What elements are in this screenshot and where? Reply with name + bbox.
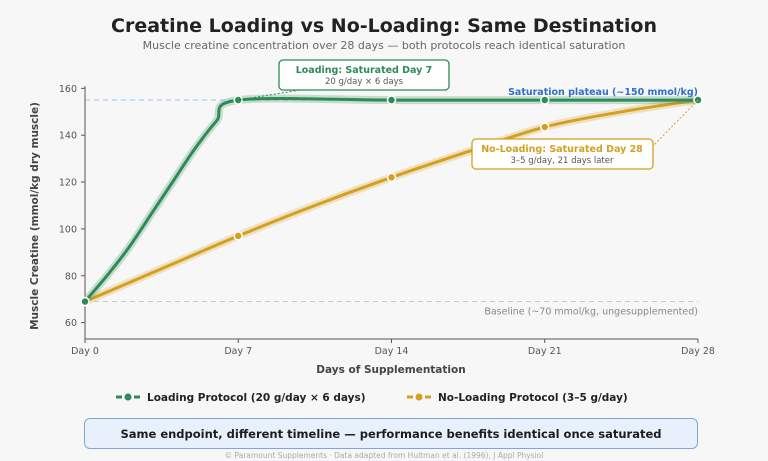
series-glow-loading bbox=[81, 94, 702, 306]
data-point-loading bbox=[80, 296, 90, 307]
data-point-loading bbox=[386, 95, 397, 105]
series-line-loading bbox=[83, 97, 700, 303]
legend-marker-no-loading bbox=[415, 393, 423, 401]
y-tick-label: 120 bbox=[59, 178, 77, 189]
footer-credit: © Paramount Supplements · Data adapted f… bbox=[224, 451, 544, 460]
legend-label-no-loading: No-Loading Protocol (3–5 g/day) bbox=[438, 392, 628, 404]
annotation-box-no-loading bbox=[471, 138, 654, 170]
chart-title: Creatine Loading vs No-Loading: Same Des… bbox=[111, 15, 657, 37]
y-axis-label: Muscle Creatine (mmol/kg dry muscle) bbox=[29, 102, 41, 330]
legend: Loading Protocol (20 g/day × 6 days) No-L… bbox=[116, 392, 628, 404]
y-tick-label: 80 bbox=[65, 271, 77, 282]
legend-label-loading: Loading Protocol (20 g/day × 6 days) bbox=[147, 392, 366, 404]
plateau-label: Saturation plateau (~150 mmol/kg) bbox=[508, 87, 698, 98]
x-tick-label: Day 28 bbox=[681, 346, 715, 357]
data-point-no-loading bbox=[233, 231, 243, 241]
y-tick-label: 100 bbox=[59, 224, 77, 235]
annotation-connector bbox=[238, 89, 301, 101]
series-glow-no-loading bbox=[81, 96, 702, 306]
annotation-connector bbox=[651, 99, 699, 148]
plot-area: Saturation plateau (~150 mmol/kg) Baselin… bbox=[59, 59, 715, 357]
annotation-title-no-loading: No-Loading: Saturated Day 28 bbox=[481, 144, 643, 155]
y-tick-label: 160 bbox=[59, 84, 77, 95]
annotation-subtitle-no-loading: 3–5 g/day, 21 days later bbox=[511, 156, 614, 166]
data-point-no-loading bbox=[540, 122, 550, 132]
x-tick-label: Day 14 bbox=[375, 346, 409, 357]
data-point-no-loading bbox=[386, 172, 397, 183]
baseline-label: Baseline (~70 mmol/kg, ungesupplemented) bbox=[484, 307, 698, 318]
x-axis-label: Days of Supplementation bbox=[316, 364, 465, 376]
x-tick-label: Day 0 bbox=[71, 346, 99, 357]
y-tick-label: 140 bbox=[59, 131, 77, 142]
annotation-subtitle-loading: 20 g/day × 6 days bbox=[325, 77, 404, 87]
series-line-no-loading bbox=[83, 98, 700, 303]
x-tick-label: Day 7 bbox=[224, 346, 252, 357]
x-tick-label: Day 21 bbox=[528, 346, 562, 357]
y-tick-label: 60 bbox=[65, 318, 77, 329]
annotation-box-loading bbox=[278, 59, 450, 91]
annotation-title-loading: Loading: Saturated Day 7 bbox=[296, 65, 433, 76]
chart-subtitle: Muscle creatine concentration over 28 da… bbox=[143, 39, 626, 52]
legend-marker-loading bbox=[124, 393, 132, 401]
summary-banner: Same endpoint, different timeline — perf… bbox=[84, 418, 698, 449]
data-point-loading bbox=[540, 95, 550, 105]
